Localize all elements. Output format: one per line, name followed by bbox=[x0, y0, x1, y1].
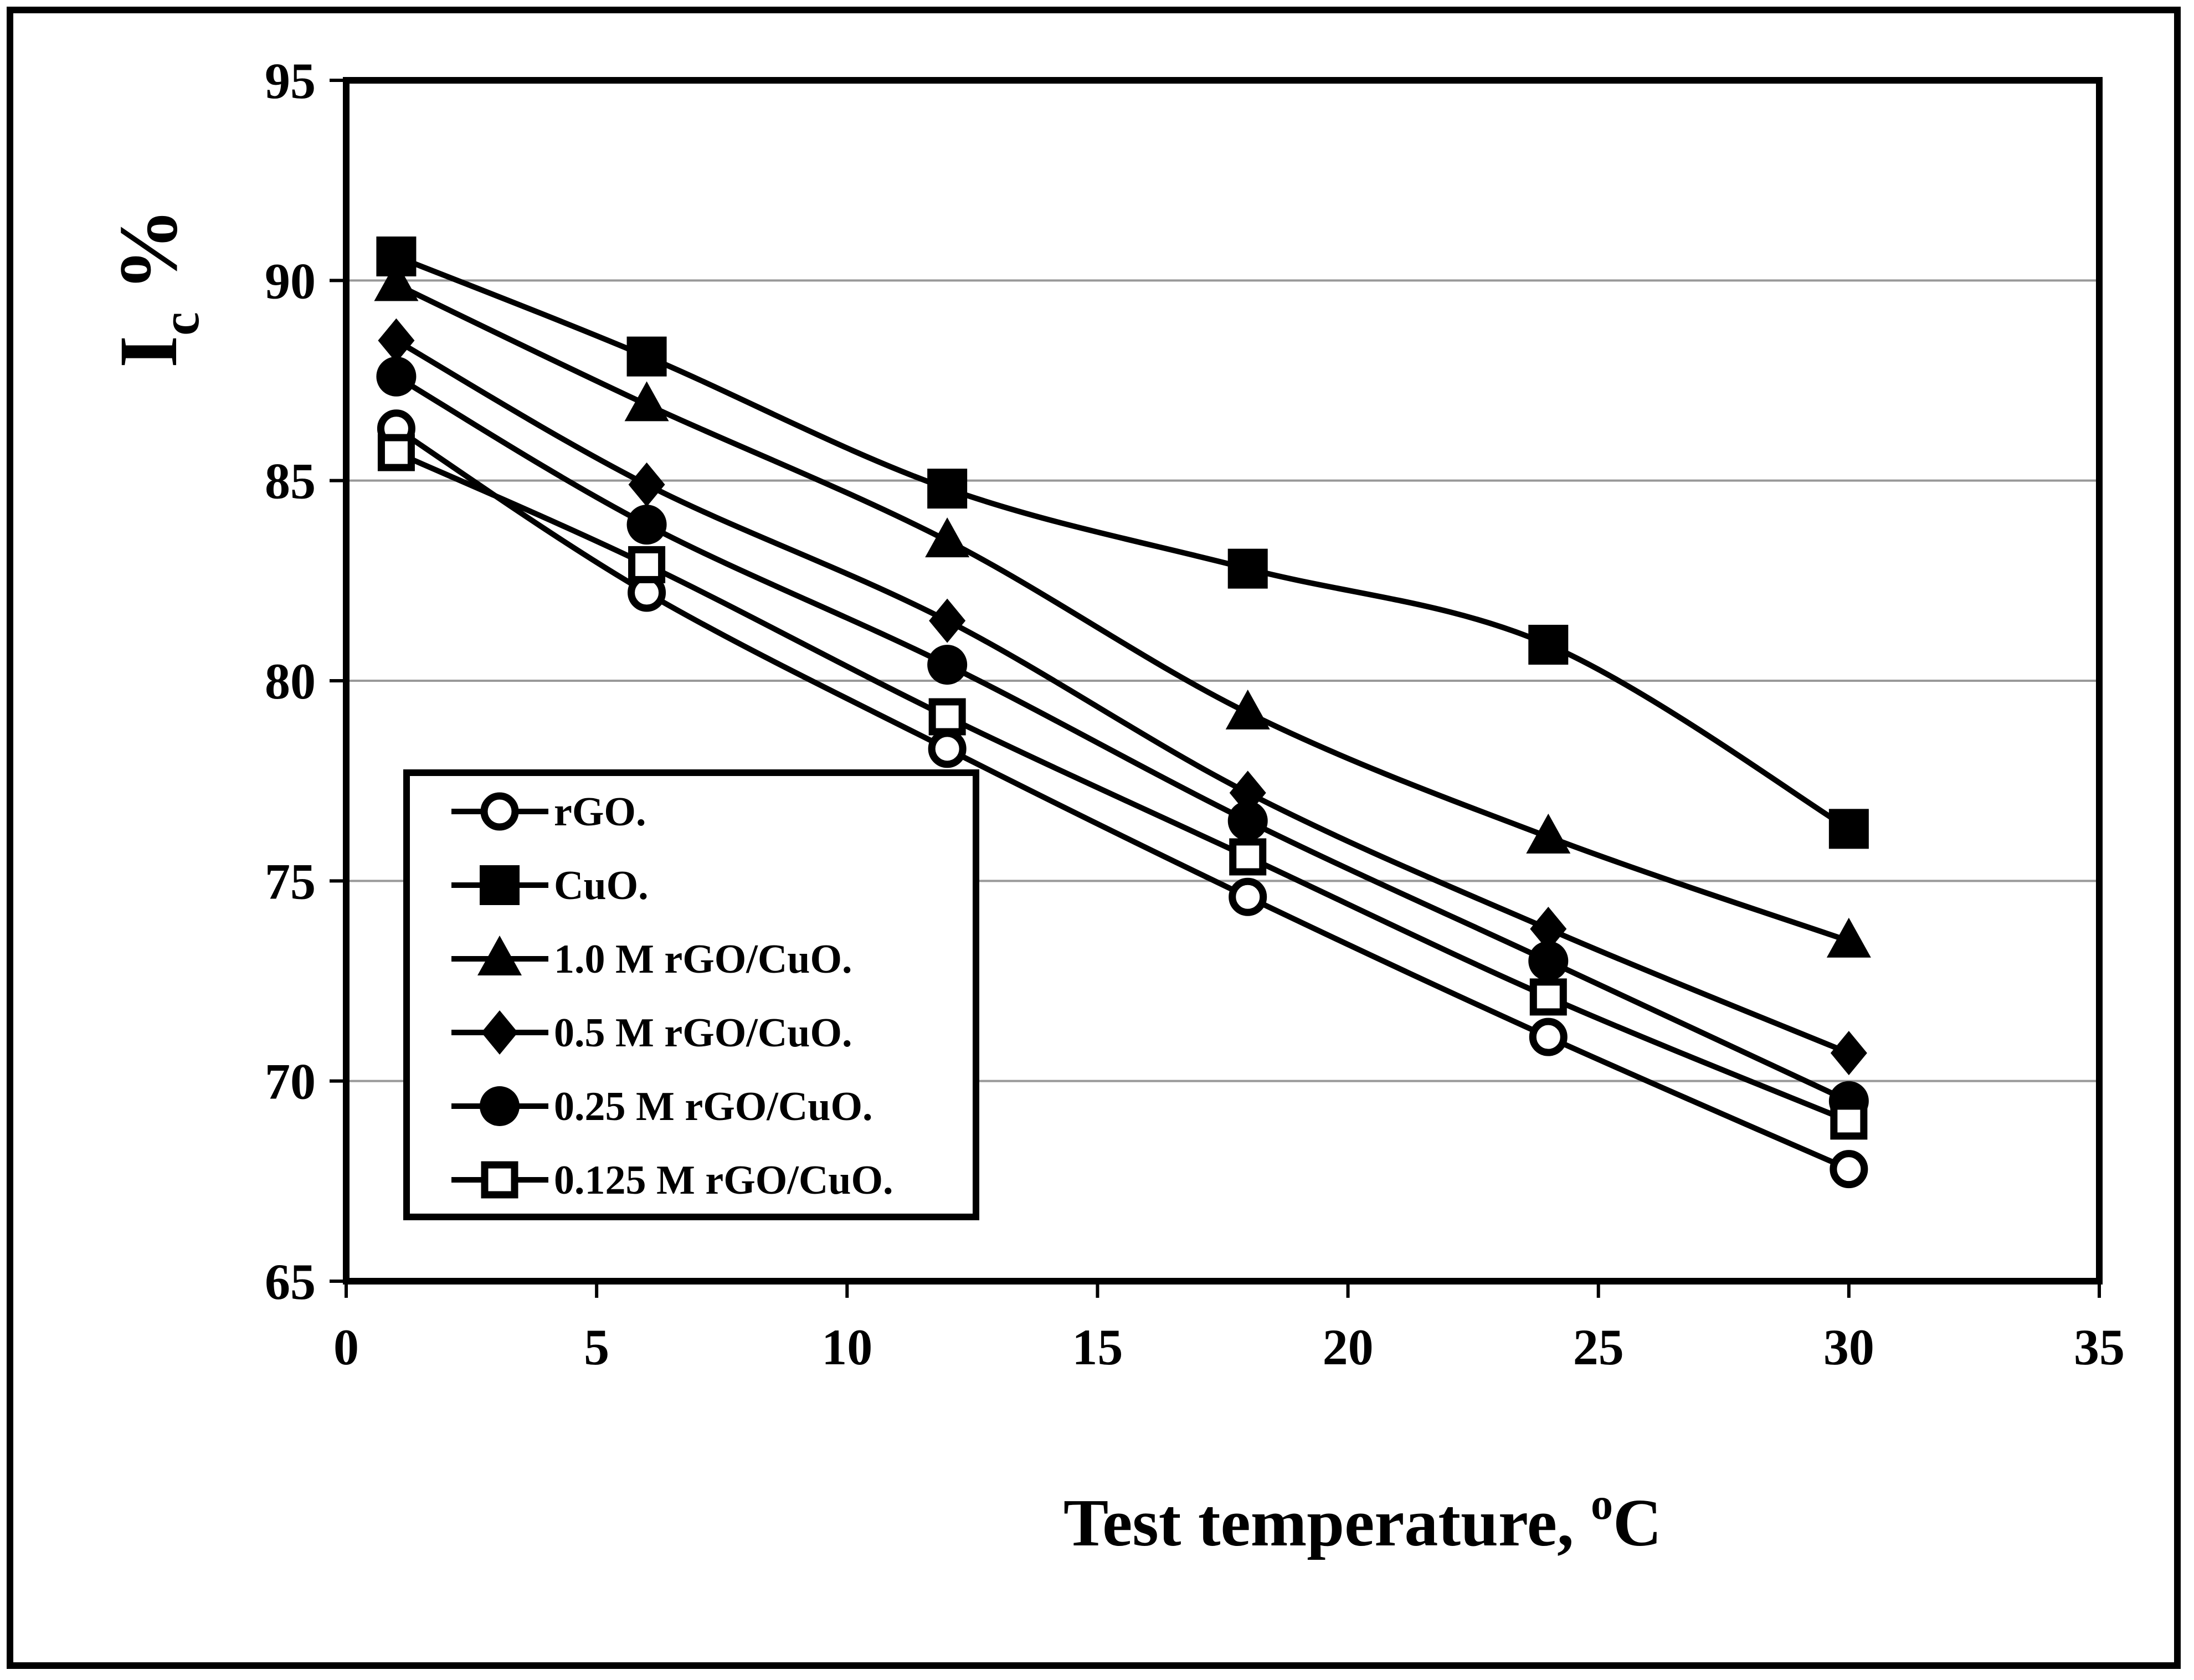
x-axis-title: Test temperature, oC bbox=[1063, 1480, 1662, 1560]
data-point-s5-2 bbox=[626, 505, 667, 545]
x-axis-title-main: Test temperature, bbox=[1063, 1486, 1591, 1560]
data-point-s6-1 bbox=[377, 434, 415, 471]
series-3 bbox=[374, 261, 1871, 958]
y-axis-title-sub: c bbox=[151, 312, 210, 336]
x-tick-label-35: 35 bbox=[2074, 1319, 2125, 1375]
series-line-1 bbox=[394, 426, 1850, 1172]
data-point-s2-6 bbox=[1828, 809, 1869, 849]
data-point-s3-3 bbox=[925, 517, 970, 558]
y-tick-label-95: 95 bbox=[265, 53, 316, 109]
x-tick-label-25: 25 bbox=[1573, 1319, 1624, 1375]
series-4 bbox=[378, 318, 1867, 1076]
series-line-6 bbox=[395, 450, 1850, 1124]
y-axis-title: Ic % bbox=[102, 208, 210, 368]
data-point-s1-6 bbox=[1830, 1150, 1868, 1189]
data-point-s1-5 bbox=[1529, 1018, 1568, 1056]
data-point-s4-2 bbox=[628, 462, 665, 507]
y-tick-label-80: 80 bbox=[265, 653, 316, 710]
y-tick-label-70: 70 bbox=[265, 1054, 316, 1110]
legend-item-4: 0.5 M rGO/CuO. bbox=[451, 1010, 852, 1056]
data-point-s2-4 bbox=[1227, 548, 1268, 589]
data-point-s5-5 bbox=[1528, 941, 1569, 981]
x-tick-label-20: 20 bbox=[1323, 1319, 1374, 1375]
data-point-s6-2 bbox=[628, 546, 666, 583]
x-tick-label-0: 0 bbox=[333, 1319, 359, 1375]
data-point-s1-4 bbox=[1229, 877, 1267, 916]
legend-marker-2 bbox=[480, 865, 520, 905]
legend-item-5: 0.25 M rGO/CuO. bbox=[451, 1084, 873, 1129]
legend-label-6: 0.125 M rGO/CuO. bbox=[554, 1158, 893, 1203]
data-point-s5-1 bbox=[376, 356, 417, 397]
x-tick-label-15: 15 bbox=[1072, 1319, 1123, 1375]
y-axis-title-tail: % bbox=[102, 208, 194, 312]
data-point-s6-6 bbox=[1830, 1102, 1868, 1140]
legend-label-4: 0.5 M rGO/CuO. bbox=[554, 1010, 852, 1056]
legend-box bbox=[403, 769, 979, 1220]
series-6 bbox=[377, 434, 1868, 1140]
legend-marker-4 bbox=[481, 1010, 518, 1055]
data-point-s4-3 bbox=[929, 598, 966, 643]
legend-item-3: 1.0 M rGO/CuO. bbox=[451, 936, 852, 982]
y-tick-label-65: 65 bbox=[265, 1253, 316, 1310]
series-1 bbox=[377, 409, 1868, 1189]
data-point-s6-4 bbox=[1229, 838, 1267, 876]
series-2 bbox=[376, 236, 1869, 849]
legend-item-6: 0.125 M rGO/CuO. bbox=[451, 1158, 893, 1203]
axes: 65 70 75 80 85 90 95 0 5 10 15 20 25 30 35 bbox=[265, 53, 2125, 1375]
y-tick-label-75: 75 bbox=[265, 853, 316, 910]
series-layer bbox=[374, 236, 1871, 1189]
legend: rGO. CuO. 1.0 M rGO/CuO. 0.5 M rGO/CuO. 0.25… bbox=[403, 769, 979, 1220]
legend-marker-3 bbox=[477, 936, 522, 975]
data-point-s1-3 bbox=[928, 729, 967, 768]
series-line-3 bbox=[395, 282, 1850, 944]
data-point-s3-2 bbox=[624, 381, 669, 422]
data-point-s6-3 bbox=[928, 698, 966, 736]
y-tick-label-90: 90 bbox=[265, 253, 316, 309]
series-line-4 bbox=[394, 338, 1850, 1056]
series-line-2 bbox=[395, 254, 1851, 831]
data-point-s4-6 bbox=[1830, 1031, 1867, 1076]
data-point-s3-1 bbox=[374, 261, 419, 301]
legend-marker-6 bbox=[481, 1161, 518, 1199]
series-5 bbox=[376, 356, 1869, 1121]
x-axis-title-tail: C bbox=[1613, 1486, 1662, 1560]
x-tick-label-10: 10 bbox=[821, 1319, 872, 1375]
data-point-s3-5 bbox=[1526, 813, 1571, 854]
legend-marker-5 bbox=[480, 1086, 520, 1126]
data-point-s6-5 bbox=[1529, 978, 1567, 1016]
legend-marker-1 bbox=[480, 792, 519, 831]
y-tick-label-85: 85 bbox=[265, 453, 316, 510]
legend-item-2: CuO. bbox=[451, 863, 649, 908]
data-point-s2-3 bbox=[927, 469, 968, 509]
legend-label-3: 1.0 M rGO/CuO. bbox=[554, 937, 852, 982]
chart-frame bbox=[7, 7, 2181, 1669]
x-axis-title-sup: o bbox=[1591, 1480, 1613, 1529]
x-tick-label-5: 5 bbox=[584, 1319, 609, 1375]
x-tick-label-30: 30 bbox=[1823, 1319, 1874, 1375]
data-point-s5-4 bbox=[1227, 800, 1268, 841]
data-point-s2-5 bbox=[1528, 624, 1569, 665]
data-point-s3-6 bbox=[1826, 917, 1871, 958]
legend-label-5: 0.25 M rGO/CuO. bbox=[554, 1084, 873, 1129]
data-point-s5-3 bbox=[927, 645, 968, 685]
data-point-s4-5 bbox=[1530, 907, 1567, 952]
legend-item-1: rGO. bbox=[451, 789, 646, 835]
series-line-5 bbox=[394, 374, 1850, 1104]
legend-label-1: rGO. bbox=[554, 789, 646, 835]
data-point-s3-4 bbox=[1225, 689, 1270, 729]
legend-label-2: CuO. bbox=[554, 863, 649, 908]
y-axis-title-main: I bbox=[102, 336, 194, 368]
data-point-s4-1 bbox=[378, 318, 415, 363]
data-point-s2-2 bbox=[626, 336, 667, 377]
